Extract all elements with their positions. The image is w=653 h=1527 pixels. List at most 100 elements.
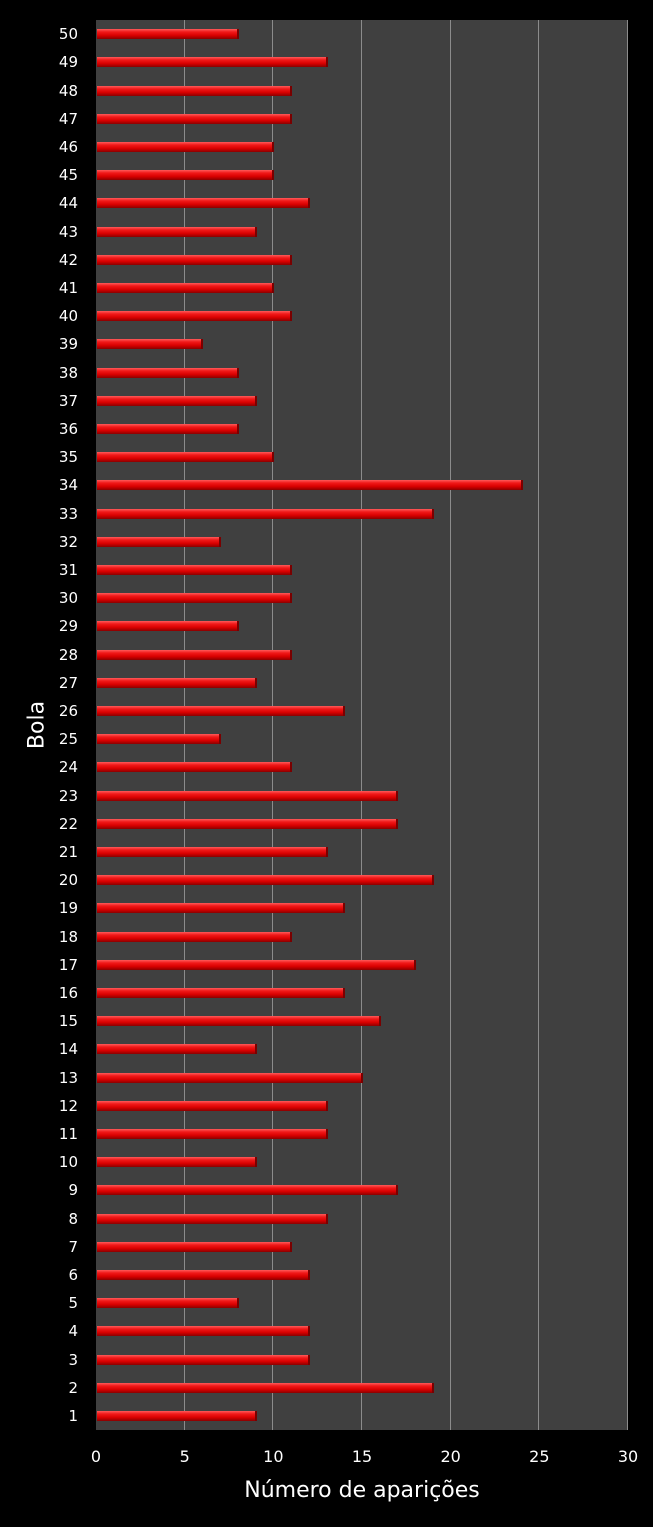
y-tick-label: 8: [68, 1209, 78, 1228]
x-tick-label: 30: [617, 1447, 639, 1466]
bar-7: [97, 1241, 293, 1252]
y-tick-label: 13: [58, 1068, 78, 1087]
gridline: [627, 20, 628, 1430]
bar-34: [97, 480, 523, 491]
y-tick-label: 1: [68, 1406, 78, 1425]
gridline: [450, 20, 451, 1430]
bar-20: [97, 875, 434, 886]
bar-40: [97, 311, 293, 322]
bar-15: [97, 1016, 381, 1027]
bar-50: [97, 29, 239, 40]
y-tick-label: 3: [68, 1350, 78, 1369]
bar-21: [97, 846, 328, 857]
plot-area: [96, 20, 628, 1430]
y-tick-label: 14: [58, 1040, 78, 1059]
y-tick-label: 47: [58, 109, 78, 128]
y-tick-label: 50: [58, 25, 78, 44]
y-tick-label: 32: [58, 532, 78, 551]
y-tick-label: 21: [58, 842, 78, 861]
y-tick-label: 20: [58, 871, 78, 890]
y-tick-label: 4: [68, 1322, 78, 1341]
bar-12: [97, 1100, 328, 1111]
bar-38: [97, 367, 239, 378]
bar-4: [97, 1326, 310, 1337]
y-tick-label: 33: [58, 504, 78, 523]
y-tick-label: 11: [58, 1124, 78, 1143]
bar-42: [97, 254, 293, 265]
bar-39: [97, 339, 204, 350]
y-tick-label: 28: [58, 645, 78, 664]
y-tick-label: 34: [58, 476, 78, 495]
y-tick-label: 19: [58, 899, 78, 918]
y-tick-label: 7: [68, 1237, 78, 1256]
bar-11: [97, 1128, 328, 1139]
bar-17: [97, 959, 417, 970]
bar-8: [97, 1213, 328, 1224]
gridline: [538, 20, 539, 1430]
y-tick-label: 25: [58, 730, 78, 749]
gridline: [184, 20, 185, 1430]
bar-29: [97, 621, 239, 632]
y-tick-label: 43: [58, 222, 78, 241]
x-tick-label: 25: [529, 1447, 550, 1466]
x-axis-title: Número de aparições: [244, 1478, 480, 1503]
bar-35: [97, 452, 275, 463]
bar-41: [97, 282, 275, 293]
bar-23: [97, 790, 399, 801]
y-tick-label: 45: [58, 166, 78, 185]
bar-49: [97, 57, 328, 68]
bar-30: [97, 593, 293, 604]
y-tick-label: 39: [58, 335, 78, 354]
y-tick-label: 42: [58, 250, 78, 269]
y-tick-label: 26: [58, 701, 78, 720]
y-tick-label: 18: [58, 927, 78, 946]
bar-22: [97, 818, 399, 829]
y-tick-label: 23: [58, 786, 78, 805]
y-tick-label: 40: [58, 307, 78, 326]
y-tick-label: 17: [58, 955, 78, 974]
y-tick-label: 41: [58, 278, 78, 297]
bar-2: [97, 1382, 434, 1393]
bar-48: [97, 85, 293, 96]
x-tick-label: 20: [440, 1447, 461, 1466]
y-tick-label: 29: [58, 617, 78, 636]
y-tick-label: 37: [58, 391, 78, 410]
gridline: [361, 20, 362, 1430]
bar-46: [97, 141, 275, 152]
bar-24: [97, 762, 293, 773]
y-tick-label: 10: [58, 1153, 78, 1172]
y-tick-label: 31: [58, 560, 78, 579]
y-tick-label: 15: [58, 1012, 78, 1031]
y-tick-label: 9: [68, 1181, 78, 1200]
bar-47: [97, 113, 293, 124]
bar-6: [97, 1269, 310, 1280]
y-tick-label: 36: [58, 419, 78, 438]
y-tick-label: 5: [68, 1294, 78, 1313]
bar-3: [97, 1354, 310, 1365]
gridline: [272, 20, 273, 1430]
bar-32: [97, 536, 222, 547]
y-tick-label: 16: [58, 983, 78, 1002]
bar-25: [97, 734, 222, 745]
y-tick-label: 48: [58, 81, 78, 100]
bar-28: [97, 649, 293, 660]
y-axis-title: Bola: [24, 700, 50, 750]
bar-16: [97, 987, 346, 998]
bar-37: [97, 395, 257, 406]
y-tick-label: 38: [58, 363, 78, 382]
bar-14: [97, 1044, 257, 1055]
bar-9: [97, 1185, 399, 1196]
y-tick-label: 12: [58, 1096, 78, 1115]
bar-43: [97, 226, 257, 237]
y-tick-label: 44: [58, 194, 78, 213]
bar-26: [97, 705, 346, 716]
y-tick-label: 35: [58, 448, 78, 467]
bar-18: [97, 931, 293, 942]
y-tick-label: 27: [58, 673, 78, 692]
y-tick-label: 49: [58, 53, 78, 72]
bar-19: [97, 903, 346, 914]
bar-33: [97, 508, 434, 519]
bar-1: [97, 1410, 257, 1421]
bar-36: [97, 423, 239, 434]
bar-10: [97, 1157, 257, 1168]
